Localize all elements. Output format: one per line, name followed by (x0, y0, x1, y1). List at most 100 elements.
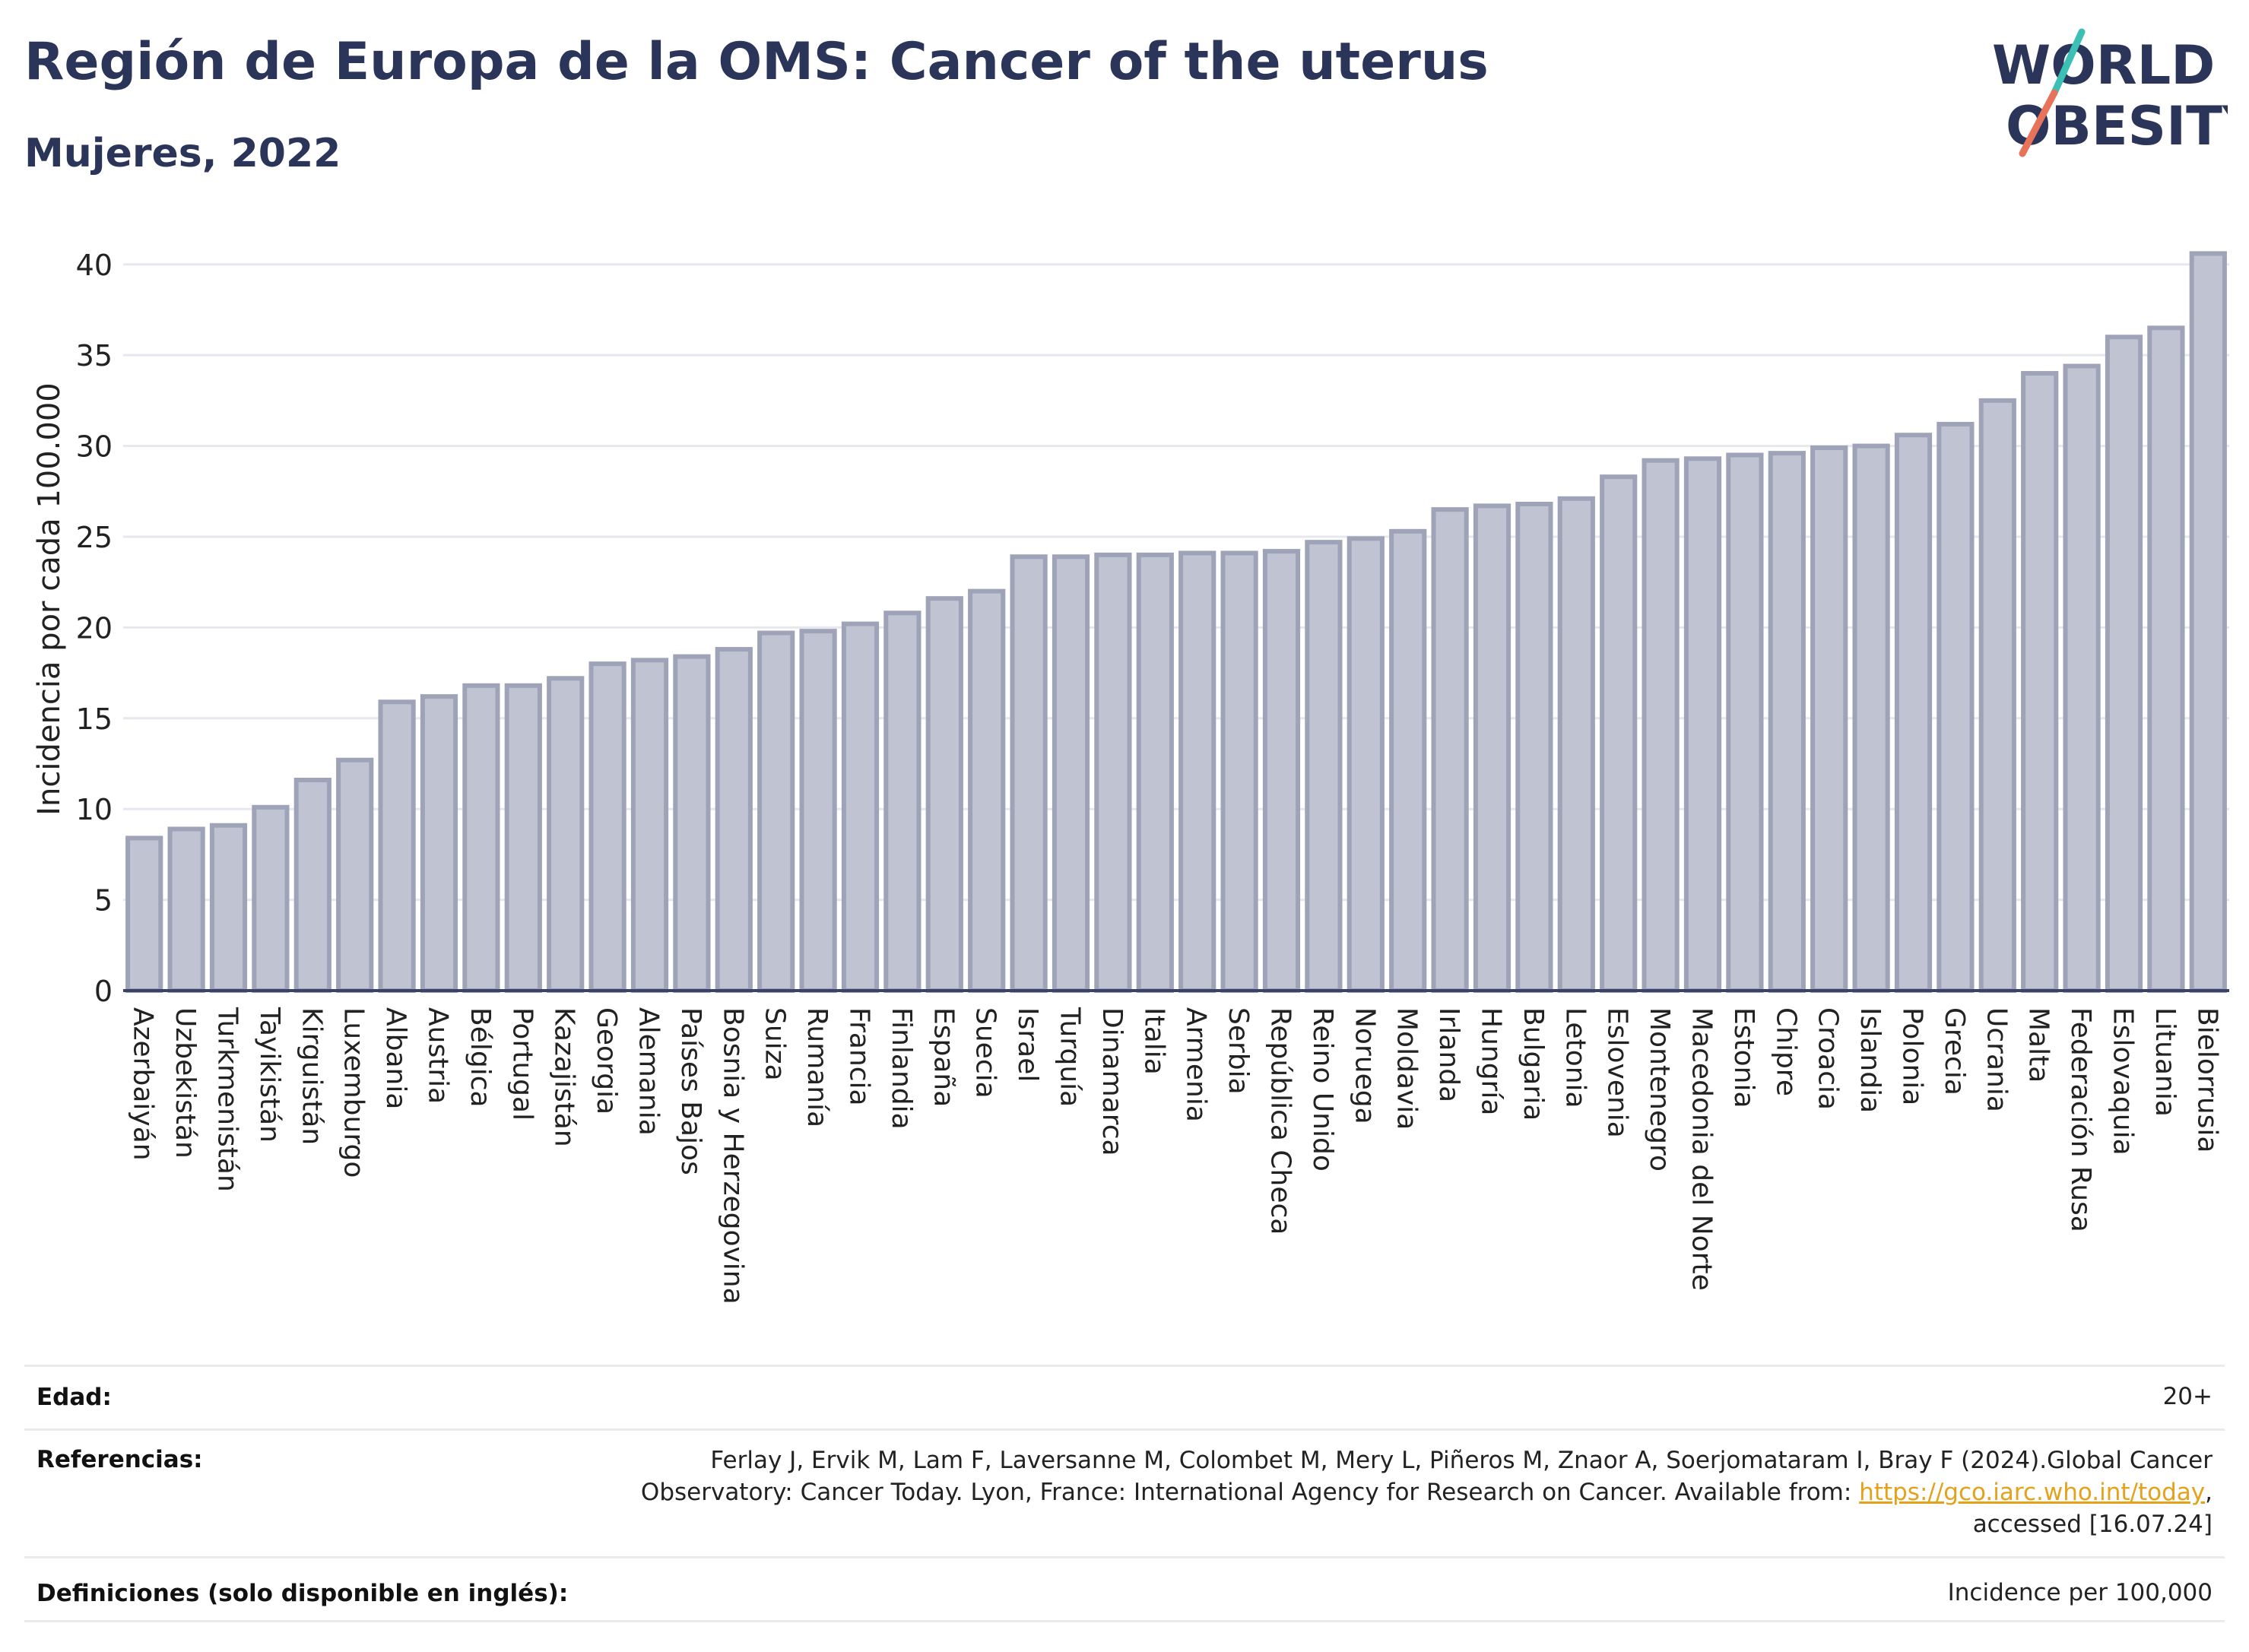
y-axis-label: Incidencia por cada 100.000 (32, 382, 67, 816)
references-line-2: Observatory: Cancer Today. Lyon, France:… (640, 1479, 2213, 1506)
bar-finlandia (883, 610, 921, 993)
x-tick-label: Francia (844, 1007, 875, 1106)
bar-suiza (757, 630, 795, 993)
x-tick-label: Islandia (1854, 1007, 1886, 1113)
references-link[interactable]: https://gco.iarc.who.int/today (1859, 1479, 2206, 1506)
bar-tayikistán (252, 804, 290, 993)
x-tick-label: Irlanda (1433, 1007, 1464, 1102)
y-tick-label: 40 (76, 249, 113, 282)
x-tick-label: Hungría (1476, 1007, 1507, 1115)
bar-bulgaria (1515, 501, 1553, 993)
x-tick-label: Bielorrusia (2191, 1007, 2222, 1153)
x-tick-label: Bulgaria (1518, 1007, 1549, 1121)
x-tick-label: Bosnia y Herzegovina (717, 1007, 748, 1305)
x-tick-label: Turquía (1055, 1007, 1086, 1107)
bar-montenegro (1642, 458, 1680, 993)
x-tick-label: Estonia (1728, 1007, 1759, 1108)
bar-letonia (1557, 496, 1595, 993)
bar-estonia (1726, 452, 1764, 993)
x-tick-label: Austria (423, 1007, 454, 1104)
bar-dinamarca (1094, 552, 1132, 993)
x-tick-label: Bélgica (465, 1007, 496, 1108)
y-tick-label: 20 (76, 611, 113, 645)
bar-italia (1136, 552, 1174, 993)
x-tick-label: Italia (1138, 1007, 1169, 1075)
x-tick-label: Países Bajos (675, 1007, 706, 1175)
definitions-label: Definiciones (solo disponible en inglés)… (36, 1580, 569, 1607)
bar-españa (925, 596, 963, 993)
bar-lituania (2147, 325, 2185, 994)
world-obesity-logo: WORLD OBESITY (1992, 28, 2228, 157)
x-tick-label: Malta (2023, 1007, 2054, 1083)
bar-macedonia-del-norte (1683, 456, 1722, 993)
x-tick-label: Federación Rusa (2065, 1007, 2096, 1232)
x-tick-label: Georgia (591, 1007, 622, 1115)
bar-república-checa (1262, 549, 1301, 993)
x-tick-label: Kazajistán (549, 1007, 580, 1147)
references-line-1: Ferlay J, Ervik M, Lam F, Laversanne M, … (710, 1447, 2213, 1474)
x-tick-label: Albania (380, 1007, 411, 1109)
bar-noruega (1347, 536, 1385, 993)
bar-bosnia-y-herzegovina (715, 647, 753, 993)
bar-azerbaiyán (125, 836, 163, 994)
y-tick-label: 5 (94, 884, 113, 918)
x-tick-label: España (928, 1007, 959, 1107)
page-subtitle: Mujeres, 2022 (24, 131, 341, 176)
x-tick-label: Montenegro (1644, 1007, 1675, 1172)
y-tick-label: 15 (76, 702, 113, 736)
x-tick-label: Macedonia del Norte (1686, 1007, 1718, 1291)
y-tick-label: 30 (76, 430, 113, 464)
bar-países-bajos (673, 654, 711, 993)
bar-grecia (1937, 421, 1975, 993)
bar-polonia (1894, 433, 1933, 993)
bar-armenia (1178, 550, 1216, 993)
x-tick-label: Finlandia (886, 1007, 917, 1130)
age-value: 20+ (2162, 1383, 2213, 1410)
x-tick-label: Moldavia (1391, 1007, 1423, 1130)
logo-line-2: OBESITY (2006, 95, 2228, 157)
bar-albania (378, 699, 416, 993)
bar-eslovaquia (2105, 335, 2143, 993)
x-tick-label: Croacia (1813, 1007, 1844, 1110)
y-tick-label: 35 (76, 339, 113, 373)
bar-portugal (504, 683, 542, 993)
x-tick-label: Portugal (506, 1007, 538, 1121)
bar-irlanda (1431, 507, 1469, 993)
bar-uzbekistán (167, 826, 205, 993)
x-tick-label: Alemania (633, 1007, 665, 1136)
x-tick-label: Lituania (2149, 1007, 2181, 1117)
x-tick-label: Kirguistán (296, 1007, 327, 1145)
x-tick-label: Turkmenistán (212, 1007, 243, 1192)
x-tick-label: Letonia (1559, 1007, 1591, 1108)
x-tick-label: Tayikistán (254, 1007, 285, 1143)
meta-bottom-rule (24, 1620, 2225, 1622)
x-tick-label: Dinamarca (1096, 1007, 1128, 1156)
bar-eslovenia (1600, 474, 1638, 993)
bar-bielorrusia (2189, 251, 2227, 993)
meta-row-references: Referencias: Ferlay J, Ervik M, Lam F, L… (24, 1428, 2225, 1558)
x-tick-label: Chipre (1770, 1007, 1801, 1096)
x-tick-label: Rumanía (801, 1007, 833, 1127)
x-tick-label: Uzbekistán (170, 1007, 201, 1159)
bar-moldavia (1389, 528, 1427, 993)
bar-alemania (630, 658, 669, 993)
bar-malta (2021, 371, 2059, 993)
bar-bélgica (462, 683, 500, 993)
meta-row-definitions: Definiciones (solo disponible en inglés)… (24, 1556, 2225, 1622)
y-tick-label: 10 (76, 793, 113, 826)
page-title: Región de Europa de la OMS: Cancer of th… (24, 32, 1489, 92)
bar-rumanía (799, 629, 837, 994)
axis-layer: 0 5 10 15 20 25 30 35 40 Azerbaiyán Uzbekistán Turk… (76, 249, 2229, 1305)
metadata-table: Edad: 20+ Referencias: Ferlay J, Ervik M… (24, 1365, 2225, 1623)
bar-luxemburgo (336, 757, 374, 993)
references-value: Ferlay J, Ervik M, Lam F, Laversanne M, … (388, 1444, 2213, 1540)
bar-austria (420, 694, 458, 994)
references-label: Referencias: (36, 1446, 203, 1473)
x-tick-label: Luxemburgo (338, 1007, 370, 1178)
bar-croacia (1810, 445, 1848, 993)
x-tick-label: Grecia (1939, 1007, 1970, 1096)
x-tick-label: Israel (1012, 1007, 1043, 1082)
bar-kirguistán (293, 777, 331, 993)
x-tick-label: Eslovaquia (2108, 1007, 2139, 1156)
bar-islandia (1852, 443, 1890, 993)
